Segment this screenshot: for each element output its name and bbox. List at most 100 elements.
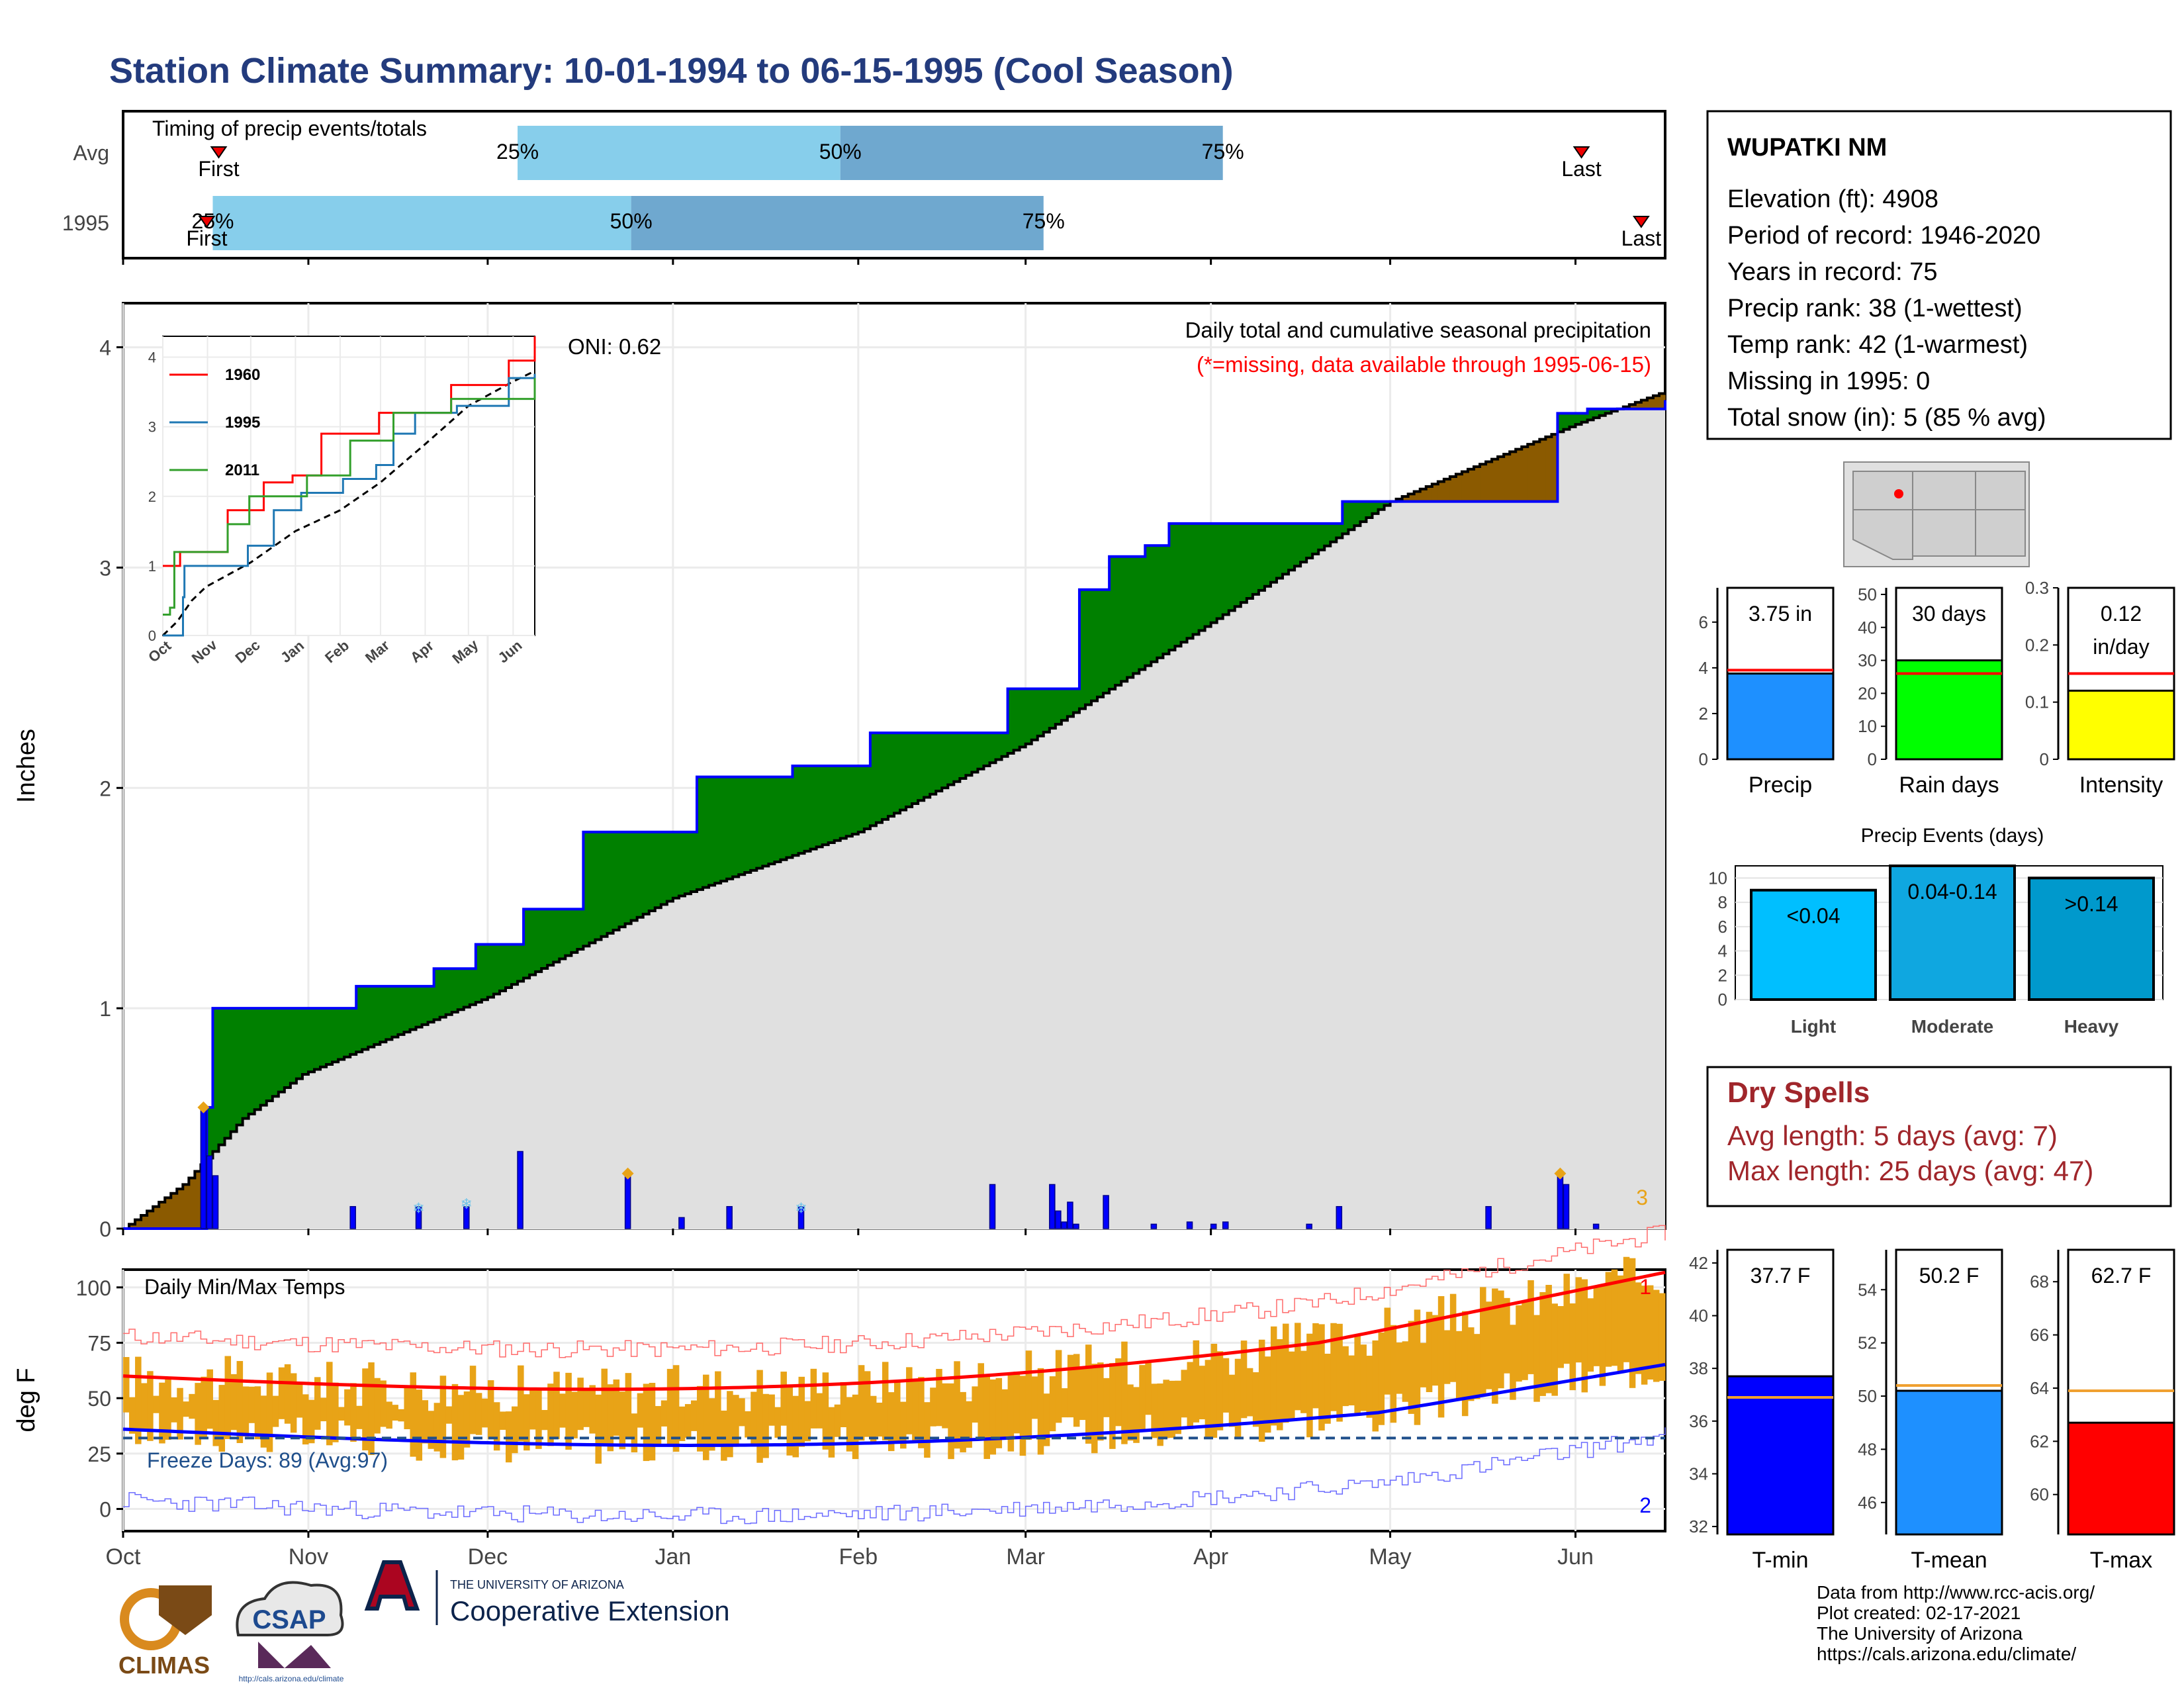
daily-temp-bar xyxy=(296,1383,303,1418)
above-average-fill xyxy=(1222,523,1230,615)
inset-y-tick-label: 3 xyxy=(148,419,156,436)
above-average-fill xyxy=(1001,733,1009,757)
below-average-fill xyxy=(1449,476,1457,502)
daily-temp-bar xyxy=(1258,1339,1265,1442)
daily-temp-bar xyxy=(798,1376,805,1447)
daily-temp-bar xyxy=(672,1365,680,1452)
small-y-tick-label: 68 xyxy=(2030,1272,2049,1291)
average-min-line xyxy=(122,1362,1666,1447)
above-average-fill xyxy=(1037,688,1044,736)
above-average-fill xyxy=(1587,408,1594,420)
heavy-event-marker xyxy=(621,1167,634,1180)
daily-temp-bar xyxy=(523,1394,530,1451)
above-average-fill xyxy=(900,733,907,810)
small-bar-category-label: Intensity xyxy=(2079,773,2163,798)
above-average-fill xyxy=(1342,501,1349,534)
above-average-fill xyxy=(206,1107,214,1158)
month-tick-label: Jun xyxy=(1557,1544,1594,1570)
daily-temp-bar xyxy=(978,1363,984,1437)
daily-temp-bar xyxy=(1067,1354,1074,1418)
above-average-fill xyxy=(398,986,405,1035)
above-average-fill xyxy=(1073,688,1080,713)
ua-small-text: THE UNIVERSITY OF ARIZONA xyxy=(450,1578,624,1591)
daily-temp-bar xyxy=(272,1395,279,1427)
above-average-fill xyxy=(332,1008,339,1062)
small-bar-category-label: T-mean xyxy=(1911,1548,1987,1573)
daily-temp-bar xyxy=(840,1382,847,1428)
daily-temp-bar xyxy=(756,1370,763,1463)
daily-temp-bar xyxy=(1533,1315,1540,1402)
year-cumulative-line xyxy=(123,400,1666,1230)
below-average-fill xyxy=(129,1224,136,1229)
daily-temp-bar xyxy=(499,1411,506,1430)
daily-temp-bar xyxy=(1623,1256,1630,1362)
climas-logo-text: CLIMAS xyxy=(118,1652,210,1679)
daily-temp-bar xyxy=(177,1387,183,1440)
last-event-marker xyxy=(1572,146,1590,159)
daily-temp-bar xyxy=(1384,1307,1391,1395)
dry-spells-max: Max length: 25 days (avg: 47) xyxy=(1727,1155,2093,1186)
small-bar-value-label: 62.7 F xyxy=(2091,1264,2152,1288)
daily-temp-bar xyxy=(1103,1378,1110,1417)
above-average-fill xyxy=(601,831,608,937)
above-average-fill xyxy=(547,909,554,966)
daily-temp-bar xyxy=(326,1362,333,1446)
inset-legend-label: 1995 xyxy=(225,414,260,432)
above-average-fill xyxy=(882,733,889,820)
daily-temp-bar xyxy=(1127,1384,1134,1441)
small-bar-category-label: Rain days xyxy=(1899,773,1999,798)
events-y-tick-label: 8 xyxy=(1718,892,1727,912)
timing-title: Timing of precip events/totals xyxy=(152,117,427,140)
daily-temp-bar xyxy=(553,1372,560,1439)
above-average-fill xyxy=(739,776,745,875)
temp-y-tick-label: 25 xyxy=(87,1442,111,1466)
above-average-fill xyxy=(1372,501,1379,514)
daily-temp-bar xyxy=(320,1397,327,1422)
below-average-fill xyxy=(1516,449,1522,502)
above-average-fill xyxy=(1205,523,1212,627)
above-average-fill xyxy=(798,766,805,854)
daily-temp-bar xyxy=(577,1378,584,1430)
daily-temp-bar xyxy=(1617,1275,1624,1371)
small-y-tick-label: 30 xyxy=(1858,651,1877,671)
below-average-fill xyxy=(1492,459,1498,502)
above-average-fill xyxy=(266,1008,273,1101)
below-average-fill xyxy=(1420,489,1427,502)
inset-chart: Oct Nov Dec Jan Feb Mar Apr May Jun0123419601995… xyxy=(145,336,536,667)
above-average-fill xyxy=(451,968,459,1013)
daily-temp-bar xyxy=(678,1406,686,1441)
above-average-fill xyxy=(887,733,895,817)
daily-temp-bar xyxy=(1295,1323,1301,1411)
daily-temp-bar xyxy=(171,1397,177,1423)
daily-temp-bar xyxy=(745,1411,751,1438)
above-average-fill xyxy=(703,776,709,888)
small-y-tick-label: 40 xyxy=(1858,618,1877,637)
daily-temp-bar xyxy=(733,1395,739,1447)
daily-temp-bar xyxy=(1629,1258,1636,1388)
small-y-tick-label: 46 xyxy=(1858,1493,1877,1513)
daily-temp-bar xyxy=(254,1386,261,1440)
daily-precip-bar xyxy=(1592,1223,1600,1229)
above-average-fill xyxy=(1061,688,1068,721)
above-average-fill xyxy=(416,986,423,1027)
daily-temp-bar xyxy=(1653,1289,1660,1382)
above-average-fill xyxy=(1276,523,1283,579)
daily-temp-bar xyxy=(1354,1335,1361,1413)
temp-plot xyxy=(122,1225,1666,1524)
daily-temp-bar xyxy=(1420,1342,1427,1387)
below-average-fill xyxy=(1539,439,1546,502)
daily-temp-bar xyxy=(660,1400,668,1427)
above-average-fill xyxy=(954,733,960,782)
above-average-fill xyxy=(1289,523,1295,571)
below-average-fill xyxy=(1659,393,1666,409)
footer-line: The University of Arizona xyxy=(1817,1623,2023,1644)
daily-temp-bar xyxy=(212,1399,219,1446)
daily-temp-bar xyxy=(751,1391,757,1445)
daily-temp-bar xyxy=(481,1398,488,1428)
above-average-fill xyxy=(445,968,453,1015)
precip-plot: ❄ ❄ ❄ xyxy=(122,391,1666,1235)
daily-temp-bar xyxy=(858,1365,865,1441)
small-y-tick-label: 0.3 xyxy=(2025,578,2049,598)
daily-temp-bar xyxy=(1510,1325,1516,1400)
